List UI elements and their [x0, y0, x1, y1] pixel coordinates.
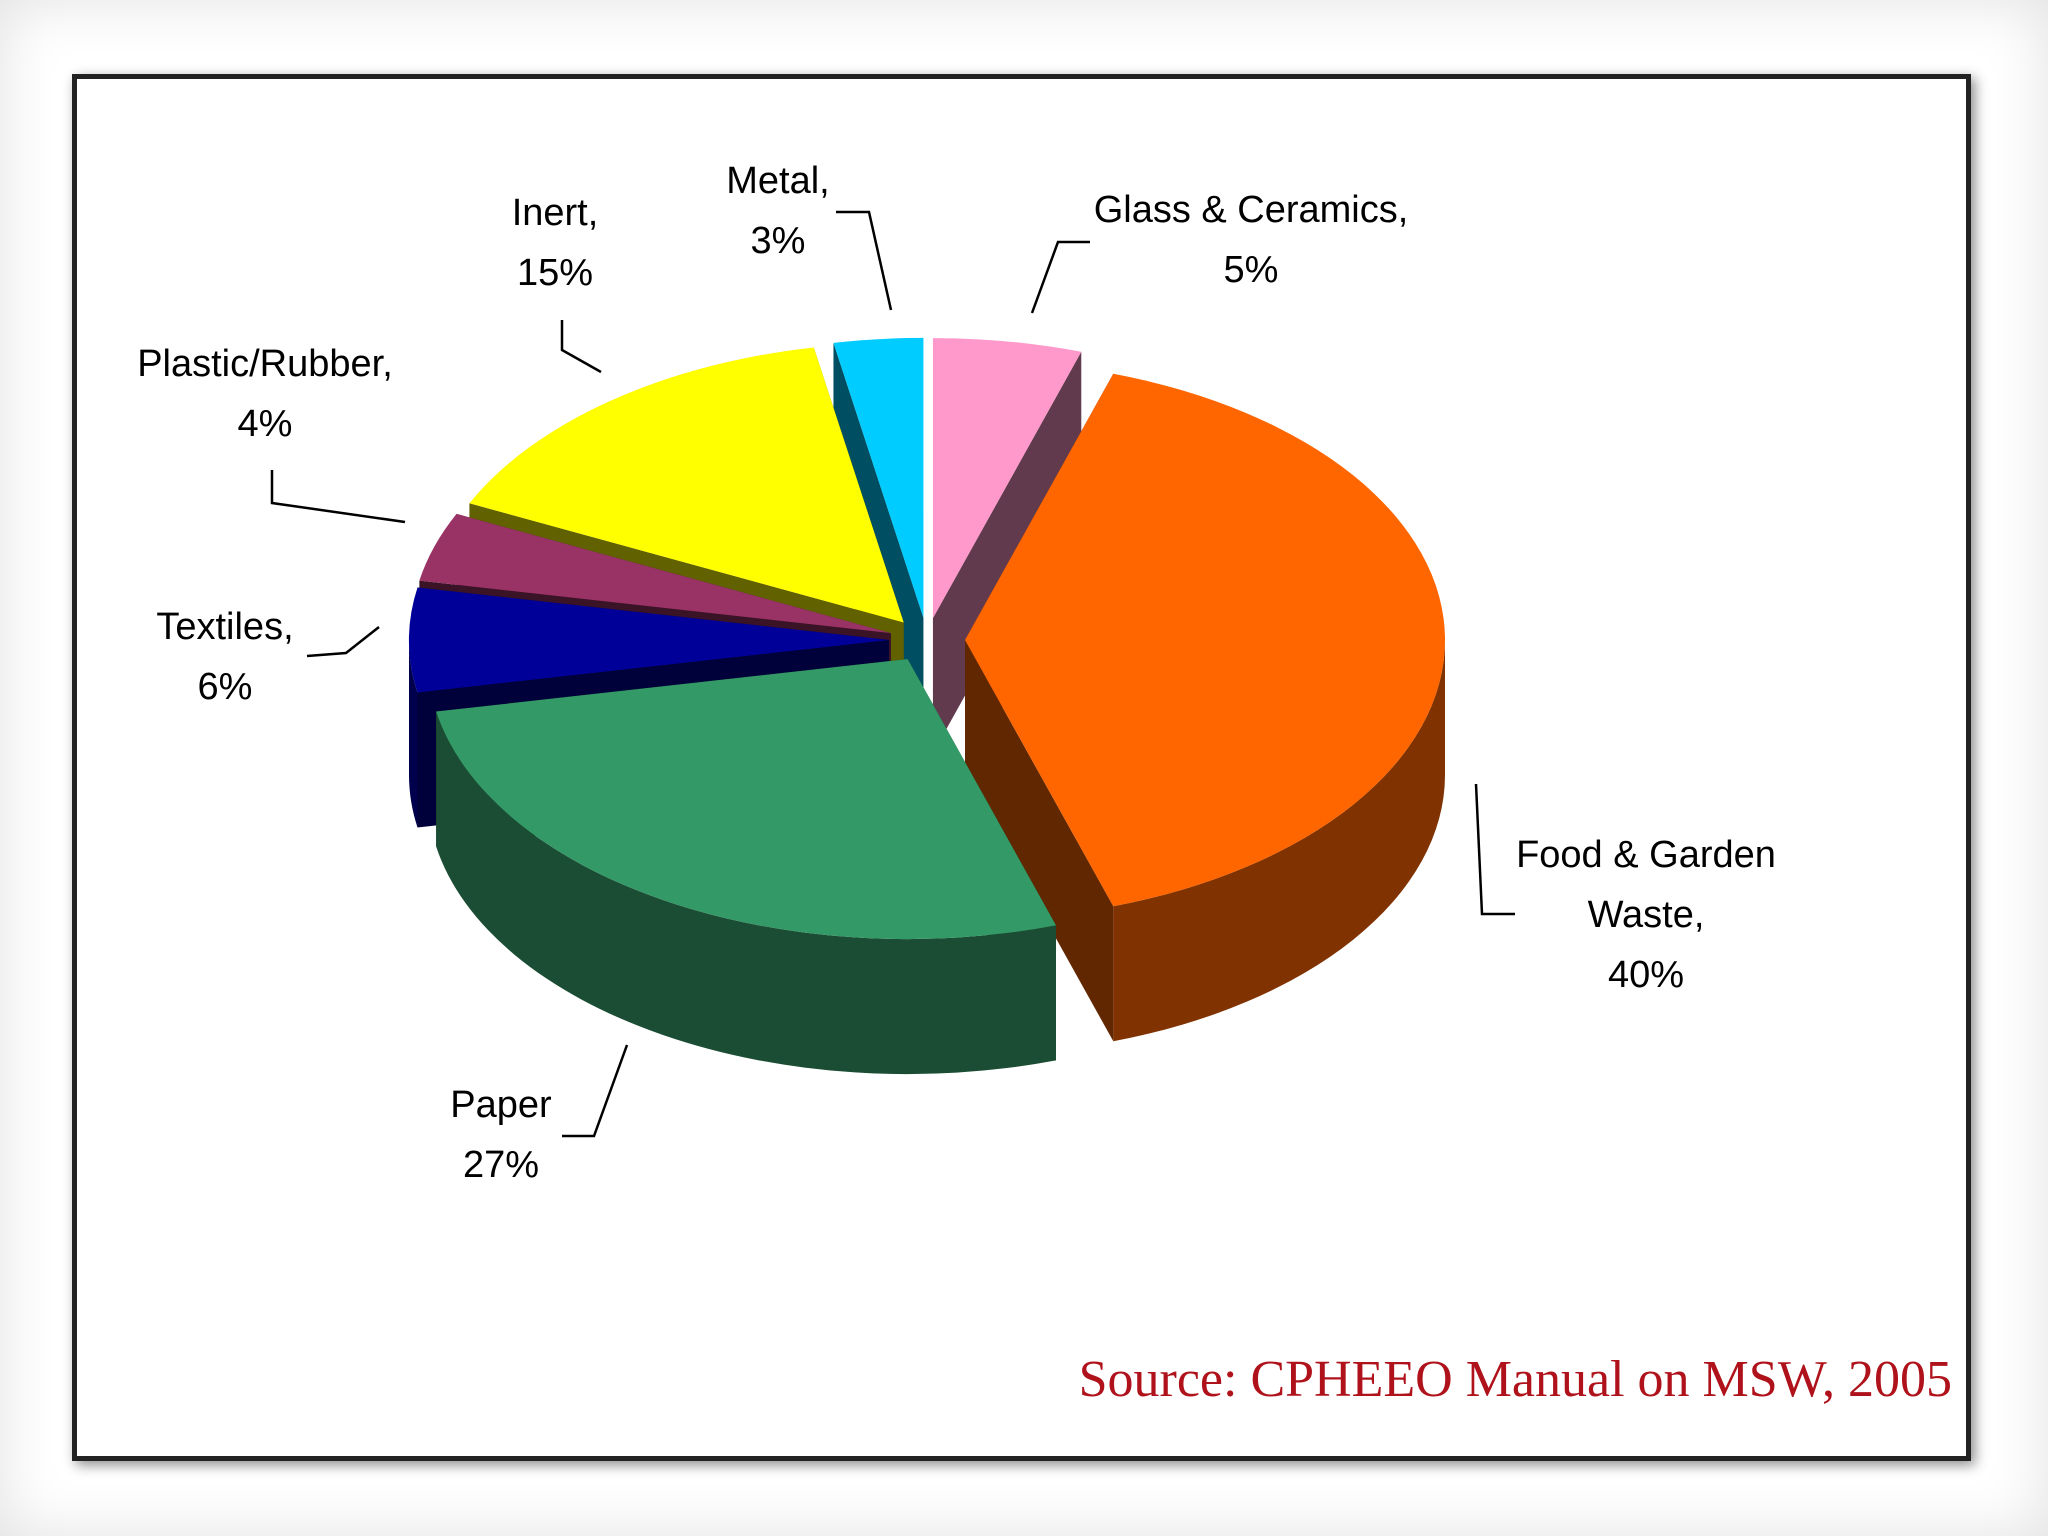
category-label: Inert,	[511, 192, 599, 234]
slice	[469, 347, 904, 623]
slice-label: Glass & Ceramics, 5%	[1041, 180, 1461, 300]
slice-side	[965, 640, 1114, 1042]
category-label: Textiles,	[156, 606, 294, 648]
value-label: 5%	[1223, 249, 1279, 291]
value-label: 6%	[197, 666, 253, 708]
source-note: Source: CPHEEO Manual on MSW, 2005	[1078, 1351, 1952, 1408]
category-label: Metal,	[726, 160, 830, 202]
leader-line	[1474, 783, 1515, 916]
category-label: Food & Garden Waste,	[1516, 834, 1776, 936]
slice	[436, 659, 1056, 940]
slice-label: Plastic/Rubber, 4%	[55, 334, 475, 454]
slice	[965, 373, 1445, 907]
leader-lines	[270, 210, 1515, 1138]
slice-label: Food & Garden Waste, 40%	[1496, 825, 1796, 1005]
leader-line	[270, 470, 406, 524]
category-label: Glass & Ceramics,	[1093, 189, 1409, 231]
slice-side	[409, 640, 418, 828]
leader-line	[560, 320, 602, 374]
value-label: 40%	[1607, 954, 1685, 996]
leader-line	[1030, 240, 1090, 314]
leader-line	[836, 210, 893, 311]
leader-line	[562, 1044, 629, 1138]
slice-label: Textiles, 6%	[15, 597, 435, 717]
category-label: Paper	[450, 1084, 552, 1126]
value-label: 15%	[516, 252, 594, 294]
slice	[932, 338, 1082, 619]
value-label: 27%	[462, 1144, 540, 1186]
slice	[419, 513, 891, 634]
slice	[833, 337, 924, 618]
value-label: 3%	[750, 220, 806, 262]
value-label: 4%	[237, 403, 293, 445]
category-label: Plastic/Rubber,	[137, 343, 393, 385]
slice-side	[436, 711, 1056, 1075]
slice-side	[1113, 640, 1445, 1042]
slice-label: Metal, 3%	[568, 151, 988, 271]
leader-line	[306, 626, 380, 658]
slice-label: Paper 27%	[291, 1075, 711, 1195]
slice-label: Inert, 15%	[345, 183, 765, 303]
slice	[408, 587, 889, 693]
